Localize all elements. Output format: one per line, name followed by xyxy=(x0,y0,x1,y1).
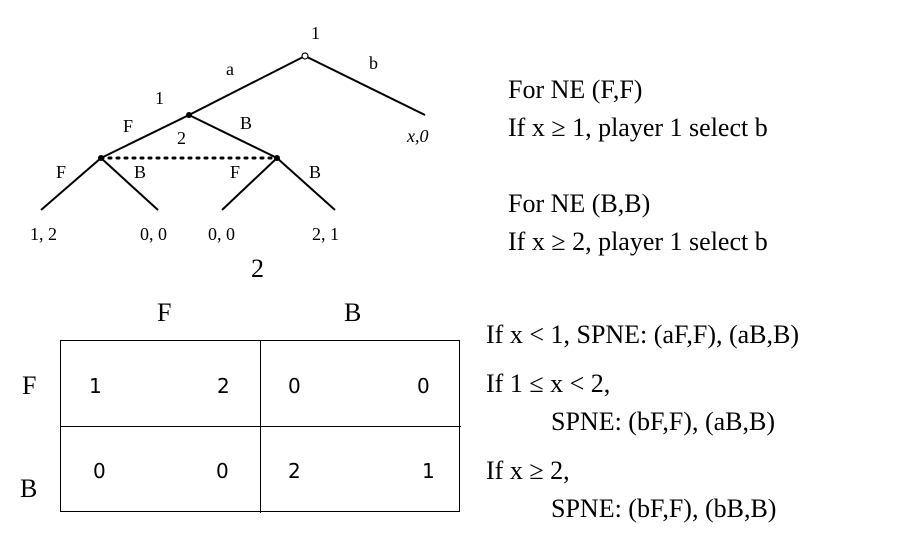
player2-right-node xyxy=(274,155,280,161)
edge-b-label: b xyxy=(369,53,378,73)
cell-B-B-payoff-col: 1 xyxy=(422,459,435,483)
row-header-B: B xyxy=(20,474,38,503)
cell-F-F-payoff-row: 1 xyxy=(89,374,102,398)
root-player-label: 1 xyxy=(311,23,320,43)
player2-left-node xyxy=(98,155,104,161)
cell-B-F-payoff-row: 0 xyxy=(93,459,106,483)
leaf-edge-label-3: F xyxy=(230,162,241,182)
edge-a-label: a xyxy=(226,59,234,79)
edge-b-line xyxy=(304,55,426,116)
leaf-payoff-1: 1, 2 xyxy=(30,224,57,244)
edge-B-line xyxy=(188,114,278,159)
cell-F-F: 1 2 xyxy=(61,341,261,427)
spne-line-3: SPNE: (bF,F), (aB,B) xyxy=(551,407,775,436)
payoff-b-label: x,0 xyxy=(407,126,429,146)
cell-F-B-payoff-col: 0 xyxy=(417,374,430,398)
payoff-matrix: 1 2 0 0 0 0 2 1 xyxy=(60,340,461,513)
spne-line-1: If x < 1, SPNE: (aF,F), (aB,B) xyxy=(486,320,800,349)
cell-F-B-payoff-row: 0 xyxy=(288,374,301,398)
cell-B-B: 2 1 xyxy=(261,427,461,513)
ne2-title: For NE (B,B) xyxy=(508,189,651,218)
leaf-edge-4-line xyxy=(276,157,336,211)
ne1-title: For NE (F,F) xyxy=(508,75,643,104)
row-header-F: F xyxy=(22,371,37,400)
col-header-B: B xyxy=(344,298,362,327)
figure-caption: 2 xyxy=(251,254,264,283)
node2-player-label: 1 xyxy=(155,88,164,108)
leaf-payoff-2: 0, 0 xyxy=(140,224,167,244)
leaf-edge-label-2: B xyxy=(134,162,147,182)
leaf-edge-label-1: F xyxy=(56,162,67,182)
cell-F-B: 0 0 xyxy=(261,341,461,427)
edge-F-label: F xyxy=(123,116,134,136)
leaf-edge-3-line xyxy=(221,157,278,211)
game-tree xyxy=(40,52,426,211)
spne-line-2: If 1 ≤ x < 2, xyxy=(486,369,611,398)
col-header-F: F xyxy=(157,298,172,327)
leaf-payoff-4: 2, 1 xyxy=(312,224,339,244)
leaf-edge-1-line xyxy=(40,157,102,211)
info-set-player-label: 2 xyxy=(177,128,186,148)
player1-second-node xyxy=(186,112,192,118)
ne1-condition: If x ≥ 1, player 1 select b xyxy=(508,113,768,142)
leaf-edge-2-line xyxy=(100,157,159,211)
spne-line-5: SPNE: (bF,F), (bB,B) xyxy=(551,494,777,523)
edge-B-label: B xyxy=(240,113,253,133)
leaf-edge-label-4: B xyxy=(309,162,322,182)
cell-B-F-payoff-col: 0 xyxy=(216,459,229,483)
edge-a-line xyxy=(188,55,306,116)
leaf-payoff-3: 0, 0 xyxy=(208,224,235,244)
ne2-condition: If x ≥ 2, player 1 select b xyxy=(508,227,768,256)
root-node xyxy=(301,52,309,60)
cell-F-F-payoff-col: 2 xyxy=(217,374,230,398)
edge-F-line xyxy=(100,114,190,159)
cell-B-B-payoff-row: 2 xyxy=(288,459,301,483)
spne-line-4: If x ≥ 2, xyxy=(486,456,570,485)
cell-B-F: 0 0 xyxy=(61,427,261,513)
